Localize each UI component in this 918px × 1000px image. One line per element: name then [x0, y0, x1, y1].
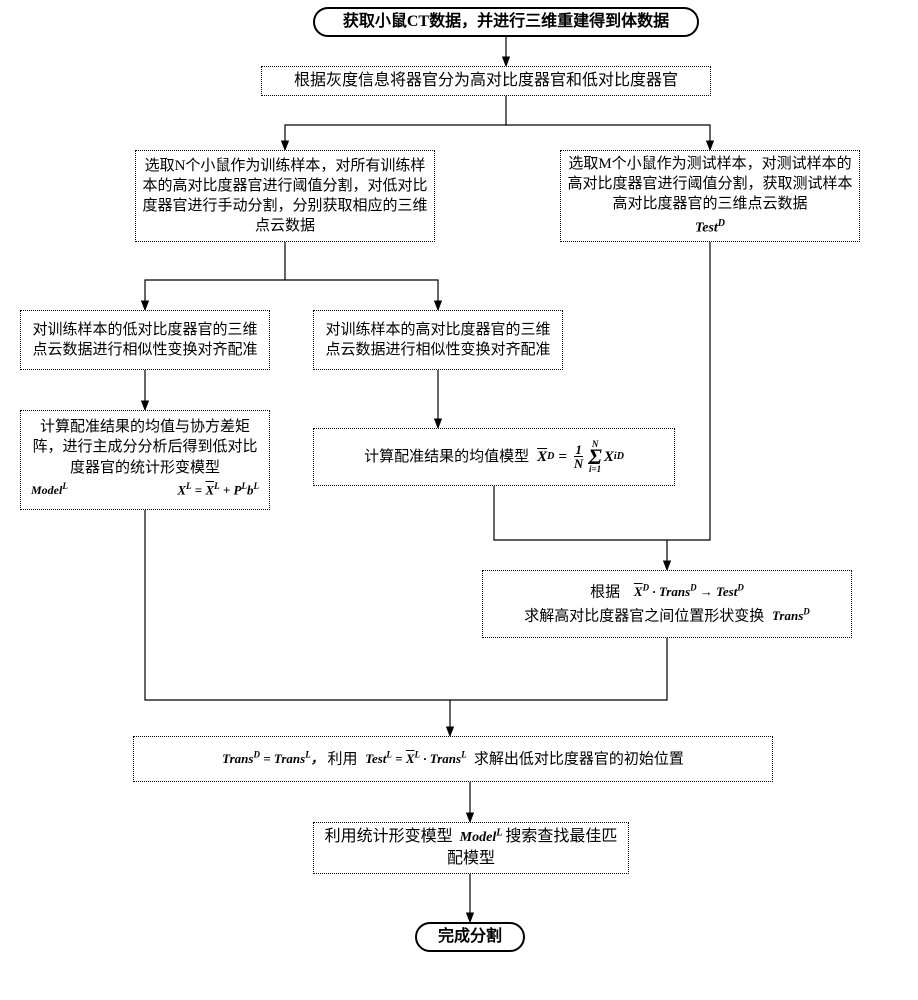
end-text: 完成分割 [438, 926, 502, 948]
terminal-start: 获取小鼠CT数据，并进行三维重建得到体数据 [313, 7, 699, 37]
search-content: 利用统计形变模型 ModelL搜索查找最佳匹配模型 [320, 826, 622, 869]
align-low-text: 对训练样本的低对比度器官的三维点云数据进行相似性变换对齐配准 [27, 320, 263, 361]
mean-model-prefix: 计算配准结果的均值模型 [364, 447, 529, 467]
step-align-low-contrast: 对训练样本的低对比度器官的三维点云数据进行相似性变换对齐配准 [20, 310, 270, 370]
pca-text: 计算配准结果的均值与协方差矩阵，进行主成分分析后得到低对比度器官的统计形变模型 [27, 417, 263, 478]
align-high-text: 对训练样本的高对比度器官的三维点云数据进行相似性变换对齐配准 [320, 320, 556, 361]
classify-text: 根据灰度信息将器官分为高对比度器官和低对比度器官 [294, 70, 678, 92]
step-test-samples: 选取M个小鼠作为测试样本，对测试样本的高对比度器官进行阈值分割，获取测试样本高对… [560, 150, 860, 242]
step-mean-model: 计算配准结果的均值模型 XD = 1 N N Σ i=1 XiD [313, 428, 675, 486]
solve-line1: 根据 XD · TransD → TestD [590, 582, 744, 603]
step-initial-position: TransD = TransL， 利用 TestL = XL · TransL … [133, 736, 773, 782]
test-samples-text: 选取M个小鼠作为测试样本，对测试样本的高对比度器官进行阈值分割，获取测试样本高对… [567, 154, 853, 215]
step-pca-model: 计算配准结果的均值与协方差矩阵，进行主成分分析后得到低对比度器官的统计形变模型 … [20, 410, 270, 510]
solve-line2: 求解高对比度器官之间位置形状变换 TransD [524, 606, 810, 627]
init-pos-content: TransD = TransL， 利用 TestL = XL · TransL … [222, 749, 684, 770]
train-samples-text: 选取N个小鼠作为训练样本，对所有训练样本的高对比度器官进行阈值分割，对低对比度器… [142, 156, 428, 237]
model-l-label: ModelL [31, 480, 68, 498]
step-search-model: 利用统计形变模型 ModelL搜索查找最佳匹配模型 [313, 822, 629, 874]
mean-model-equation: XD = 1 N N Σ i=1 XiD [537, 440, 624, 473]
step-classify-organs: 根据灰度信息将器官分为高对比度器官和低对比度器官 [261, 66, 711, 96]
step-solve-transform: 根据 XD · TransD → TestD 求解高对比度器官之间位置形状变换 … [482, 570, 852, 638]
test-d-formula: TestD [695, 217, 725, 239]
terminal-end: 完成分割 [415, 922, 525, 952]
step-train-samples: 选取N个小鼠作为训练样本，对所有训练样本的高对比度器官进行阈值分割，对低对比度器… [135, 150, 435, 242]
model-l-equation: XL = XL + PLbL [177, 480, 259, 499]
start-text: 获取小鼠CT数据，并进行三维重建得到体数据 [343, 11, 669, 33]
step-align-high-contrast: 对训练样本的高对比度器官的三维点云数据进行相似性变换对齐配准 [313, 310, 563, 370]
